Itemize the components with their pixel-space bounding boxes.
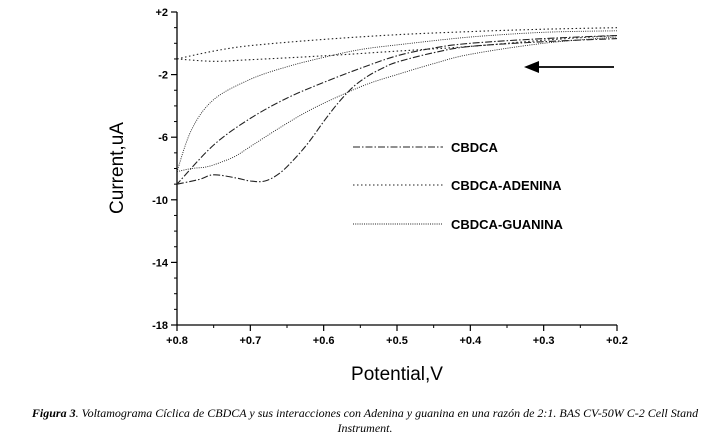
x-tick-label: +0.4 xyxy=(459,335,482,347)
y-tick-label: -2 xyxy=(158,70,168,82)
y-axis-ticks: +2 -2 -6 -10 -14 -18 xyxy=(152,7,177,332)
y-tick-label: -18 xyxy=(152,320,168,332)
y-tick-label: +2 xyxy=(155,7,168,19)
series-line-cbdca-forward xyxy=(176,34,618,185)
y-tick-label: -14 xyxy=(152,257,169,269)
scan-direction-arrow xyxy=(524,61,614,73)
chart-axes xyxy=(176,12,617,326)
y-tick-label: -10 xyxy=(152,195,168,207)
x-tick-label: +0.3 xyxy=(533,335,555,347)
series-line-cbdca-guanina-reverse xyxy=(176,36,618,173)
caption-label: Figura 3 xyxy=(31,406,76,420)
arrow-head-icon xyxy=(524,61,539,73)
x-tick-label: +0.8 xyxy=(166,335,188,347)
legend-label-cbdca: CBDCA xyxy=(451,140,499,155)
series-line-cbdca-adenina-forward xyxy=(176,27,618,60)
y-tick-label: -6 xyxy=(158,132,168,144)
legend-label-cbdca-guanina: CBDCA-GUANINA xyxy=(451,217,564,232)
chart-plot: +0.8 +0.7 +0.6 +0.5 +0.4 +0.3 +0.2 +2 -2 -6 -10 -1… xyxy=(107,7,628,385)
x-axis-ticks: +0.8 +0.7 +0.6 +0.5 +0.4 +0.3 +0.2 xyxy=(166,325,628,347)
x-tick-label: +0.6 xyxy=(313,335,335,347)
series-lines xyxy=(176,27,618,185)
x-axis-label: Potential,V xyxy=(351,364,443,385)
legend: CBDCA CBDCA-ADENINA CBDCA-GUANINA xyxy=(353,140,564,232)
series-line-cbdca-guanina-forward xyxy=(176,30,618,172)
legend-label-cbdca-adenina: CBDCA-ADENINA xyxy=(451,178,562,193)
series-line-cbdca-adenina-reverse xyxy=(176,34,618,62)
x-tick-label: +0.5 xyxy=(386,335,408,347)
series-line-cbdca-reverse xyxy=(176,38,618,185)
x-tick-label: +0.2 xyxy=(606,335,628,347)
y-axis-label: Current,uA xyxy=(107,122,128,214)
caption-text: . Voltamograma Cíclica de CBDCA y sus in… xyxy=(75,406,699,435)
x-tick-label: +0.7 xyxy=(239,335,261,347)
figure-caption: Figura 3. Voltamograma Cíclica de CBDCA … xyxy=(20,406,710,436)
